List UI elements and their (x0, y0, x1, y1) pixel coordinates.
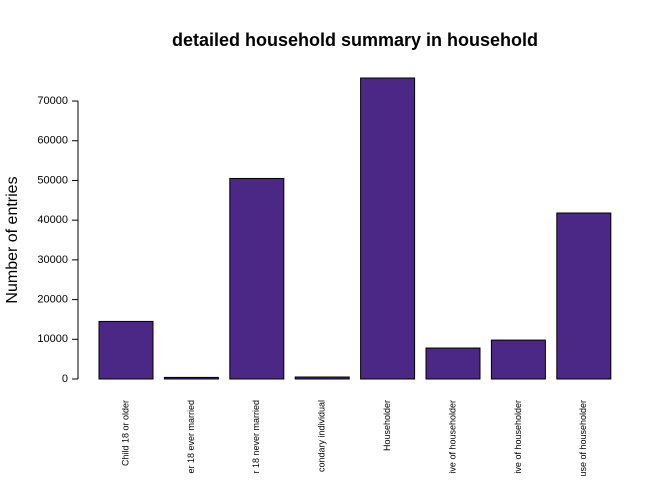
y-tick-label: 10000 (37, 333, 68, 345)
bar (556, 212, 612, 380)
y-tick-label: 40000 (37, 214, 68, 226)
chart-title: detailed household summary in household (172, 30, 538, 50)
bar (98, 320, 154, 380)
x-tick-label: use of householder (578, 400, 588, 477)
x-tick-label: Child 18 or older (120, 400, 130, 466)
x-tick-label: r 18 never married (251, 400, 261, 474)
bar (229, 177, 285, 380)
y-axis-label: Number of entries (4, 176, 21, 303)
bar (163, 376, 219, 380)
x-tick-label: ive of householder (513, 400, 523, 474)
bar (294, 376, 350, 380)
x-tick-label: condary individual (317, 400, 327, 472)
x-tick-label: er 18 ever married (186, 400, 196, 474)
x-tick-label: ive of householder (447, 400, 457, 474)
bar (360, 77, 416, 380)
bar (490, 339, 546, 380)
y-tick-label: 50000 (37, 174, 68, 186)
y-tick-label: 60000 (37, 135, 68, 147)
bar (425, 347, 481, 380)
y-tick-label: 30000 (37, 254, 68, 266)
y-tick-label: 20000 (37, 293, 68, 305)
x-tick-label: Householder (382, 400, 392, 451)
y-tick-label: 70000 (37, 95, 68, 107)
y-tick-label: 0 (62, 373, 68, 385)
